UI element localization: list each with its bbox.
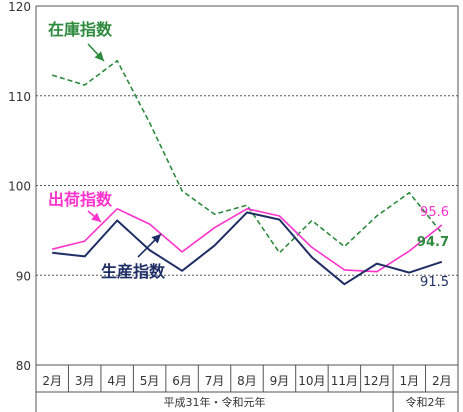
y-tick-label: 100 (8, 180, 31, 194)
series-lines (51, 59, 443, 286)
grid-lines (36, 5, 458, 276)
x-tick-label: 12月 (363, 374, 390, 388)
series-line (52, 211, 443, 286)
y-axis: 80 90 100 110 120 (8, 0, 459, 373)
x-tick-label: 7月 (205, 374, 225, 388)
series-name-label: 出荷指数 (48, 190, 113, 209)
end-value-label: 95.6 (420, 205, 449, 220)
series-line (51, 59, 443, 254)
x-tick-label: 5月 (140, 374, 160, 388)
year-group-label: 令和2年 (406, 395, 446, 409)
series-name-label: 生産指数 (101, 262, 166, 281)
x-tick-label: 11月 (331, 374, 358, 388)
y-tick-label: 80 (16, 359, 31, 373)
x-tick-label: 1月 (399, 374, 419, 388)
end-value-label: 91.5 (420, 275, 449, 290)
y-tick-label: 120 (8, 0, 31, 14)
y-tick-label: 90 (16, 269, 31, 283)
y-tick-label: 110 (8, 90, 31, 104)
x-tick-label: 6月 (172, 374, 192, 388)
label-arrowhead (151, 234, 161, 244)
label-arrowhead (94, 51, 104, 61)
x-tick-label: 3月 (75, 374, 95, 388)
x-tick-label: 10月 (298, 374, 325, 388)
x-tick-label: 4月 (107, 374, 127, 388)
x-tick-label: 9月 (270, 374, 290, 388)
series-line (52, 208, 443, 273)
label-arrowhead (91, 212, 101, 222)
series-name-label: 在庫指数 (48, 20, 113, 39)
year-group-label: 平成31年・令和元年 (164, 395, 266, 409)
x-tick-label: 2月 (432, 374, 452, 388)
x-tick-label: 2月 (42, 374, 62, 388)
x-tick-label: 8月 (237, 374, 257, 388)
end-value-label: 94.7 (417, 235, 449, 250)
